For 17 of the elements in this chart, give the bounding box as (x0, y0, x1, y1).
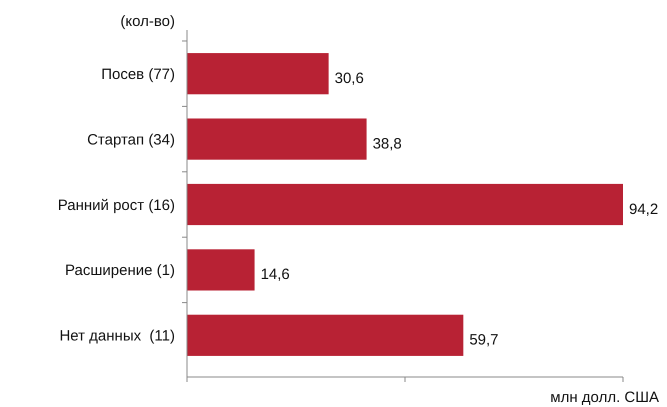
bar (187, 184, 623, 226)
bar (187, 249, 255, 291)
data-label: 14,6 (260, 266, 290, 284)
y-tick-label: Ранний рост (16) (58, 196, 175, 214)
y-tick-label: Расширение (1) (65, 262, 176, 280)
y-tick-label: Нет данных (11) (59, 328, 175, 345)
x-axis-title: млн долл. США (550, 389, 659, 406)
data-label: 30,6 (334, 70, 364, 87)
data-label: 38,8 (372, 135, 402, 152)
data-label: 94,2 (629, 200, 658, 218)
bar (187, 118, 367, 160)
bar (187, 53, 329, 94)
y-tick-label: Посев (77) (101, 66, 175, 83)
y-tick-label: Стартап (34) (87, 131, 175, 148)
data-label: 59,7 (469, 332, 499, 349)
y-axis-title: (кол-во) (120, 13, 176, 30)
bar (187, 314, 464, 356)
